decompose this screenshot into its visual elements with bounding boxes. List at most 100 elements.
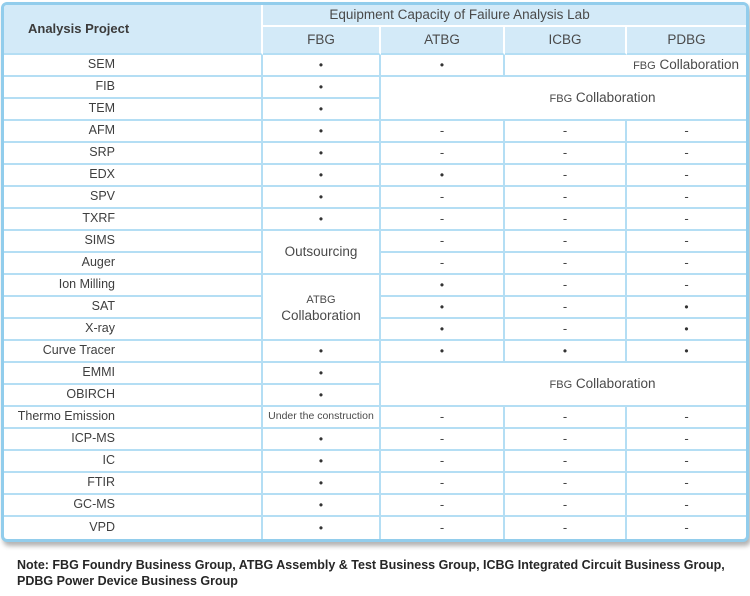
dash-icon: - bbox=[684, 408, 689, 424]
collab-prefix: FBG bbox=[549, 92, 573, 105]
dot-icon: • bbox=[318, 475, 324, 490]
row-label: GC-MS bbox=[4, 495, 263, 517]
availability-dash-cell: - bbox=[505, 209, 627, 231]
availability-dash-cell: - bbox=[381, 187, 505, 209]
availability-dash-cell: - bbox=[505, 517, 627, 539]
collab-text: Collaboration bbox=[659, 56, 740, 72]
dash-icon: - bbox=[439, 430, 445, 446]
availability-dot-cell: • bbox=[263, 209, 381, 231]
column-header-icbg: ICBG bbox=[505, 27, 627, 55]
availability-dot-cell: • bbox=[263, 77, 381, 99]
table-row: SIMS Outsourcing - - - bbox=[4, 231, 747, 275]
dot-icon: • bbox=[318, 79, 324, 94]
availability-dot-cell: • bbox=[263, 121, 381, 143]
table-row: X-ray • - • bbox=[4, 319, 747, 341]
dash-icon: - bbox=[562, 276, 568, 292]
availability-dot-cell: • bbox=[505, 341, 627, 363]
availability-dash-cell: - bbox=[381, 209, 505, 231]
availability-dash-cell: - bbox=[381, 451, 505, 473]
dash-icon: - bbox=[562, 496, 568, 512]
dash-icon: - bbox=[684, 188, 689, 204]
row-label: SPV bbox=[4, 187, 263, 209]
table-row: IC • - - - bbox=[4, 451, 747, 473]
dot-icon: • bbox=[318, 431, 324, 446]
row-label: TXRF bbox=[4, 209, 263, 231]
availability-dash-cell: - bbox=[505, 407, 627, 429]
row-label: Auger bbox=[4, 253, 263, 275]
availability-dash-cell: - bbox=[505, 187, 627, 209]
dot-icon: • bbox=[439, 57, 445, 72]
collaboration-cell: FBG Collaboration bbox=[381, 363, 747, 407]
availability-dot-cell: • bbox=[263, 143, 381, 165]
dot-icon: • bbox=[439, 343, 445, 358]
availability-dash-cell: - bbox=[381, 231, 505, 253]
dash-icon: - bbox=[439, 408, 445, 424]
dot-icon: • bbox=[562, 343, 568, 358]
table-row: SAT • - • bbox=[4, 297, 747, 319]
row-label: Ion Milling bbox=[4, 275, 263, 297]
availability-dot-cell: • bbox=[263, 341, 381, 363]
column-header-row: FBG ATBG ICBG PDBG bbox=[4, 27, 747, 55]
collaboration-cell: ATBG Collaboration bbox=[263, 275, 381, 341]
collab-prefix: FBG bbox=[549, 378, 573, 391]
dash-icon: - bbox=[684, 430, 689, 446]
dash-icon: - bbox=[684, 519, 689, 535]
availability-dot-cell: • bbox=[263, 429, 381, 451]
table-row: TEM • bbox=[4, 99, 746, 121]
collab-text: Collaboration bbox=[281, 308, 361, 323]
dot-icon: • bbox=[318, 365, 324, 380]
availability-dash-cell: - bbox=[627, 495, 747, 517]
table-row: AFM • - - - bbox=[4, 121, 747, 143]
collaboration-cell: FBG Collaboration bbox=[381, 77, 747, 121]
dash-icon: - bbox=[684, 254, 689, 270]
availability-dash-cell: - bbox=[627, 231, 747, 253]
dash-icon: - bbox=[562, 254, 568, 270]
dash-icon: - bbox=[562, 144, 568, 160]
availability-dot-cell: • bbox=[263, 187, 381, 209]
corner-header-analysis-project: Analysis Project bbox=[4, 5, 263, 55]
dash-icon: - bbox=[439, 232, 445, 248]
table-row: GC-MS • - - - bbox=[4, 495, 747, 517]
table-row: FIB • FBG Collaboration bbox=[4, 77, 747, 121]
row-label: SRP bbox=[4, 143, 263, 165]
footnote: Note: FBG Foundry Business Group, ATBG A… bbox=[17, 558, 742, 589]
table-row: Curve Tracer • • • • bbox=[4, 341, 747, 363]
dot-icon: • bbox=[439, 321, 445, 336]
dot-icon: • bbox=[318, 387, 324, 402]
dash-icon: - bbox=[562, 188, 568, 204]
column-header-atbg: ATBG bbox=[381, 27, 505, 55]
row-label: SAT bbox=[4, 297, 263, 319]
availability-dash-cell: - bbox=[381, 143, 505, 165]
dash-icon: - bbox=[439, 188, 445, 204]
capacity-table: Analysis Project Equipment Capacity of F… bbox=[1, 2, 750, 542]
dash-icon: - bbox=[562, 122, 568, 138]
availability-dash-cell: - bbox=[381, 517, 505, 539]
availability-dot-cell: • bbox=[381, 275, 505, 297]
row-label: EDX bbox=[4, 165, 263, 187]
availability-dash-cell: - bbox=[381, 495, 505, 517]
availability-dash-cell: - bbox=[627, 121, 747, 143]
status-text-cell: Outsourcing bbox=[263, 231, 381, 275]
dot-icon: • bbox=[318, 145, 324, 160]
dot-icon: • bbox=[318, 497, 324, 512]
row-label: ICP-MS bbox=[4, 429, 263, 451]
table-row: Auger - - - bbox=[4, 253, 747, 275]
availability-dot-cell: • bbox=[381, 55, 505, 77]
dash-icon: - bbox=[439, 474, 445, 490]
row-label: EMMI bbox=[4, 363, 263, 385]
status-text-cell: Under the construction bbox=[263, 407, 381, 429]
dash-icon: - bbox=[684, 474, 689, 490]
availability-dash-cell: - bbox=[627, 407, 747, 429]
dash-icon: - bbox=[562, 408, 568, 424]
table-row: Thermo Emission Under the construction - - - bbox=[4, 407, 747, 429]
availability-dot-cell: • bbox=[263, 495, 381, 517]
dash-icon: - bbox=[562, 452, 568, 468]
dot-icon: • bbox=[318, 57, 324, 72]
availability-dot-cell: • bbox=[381, 165, 505, 187]
availability-dot-cell: • bbox=[627, 297, 747, 319]
collaboration-cell: FBG Collaboration bbox=[505, 55, 747, 77]
footnote-line-2: PDBG Power Device Business Group bbox=[17, 573, 238, 588]
row-label: SIMS bbox=[4, 231, 263, 253]
dash-icon: - bbox=[439, 519, 445, 535]
availability-dash-cell: - bbox=[627, 209, 747, 231]
